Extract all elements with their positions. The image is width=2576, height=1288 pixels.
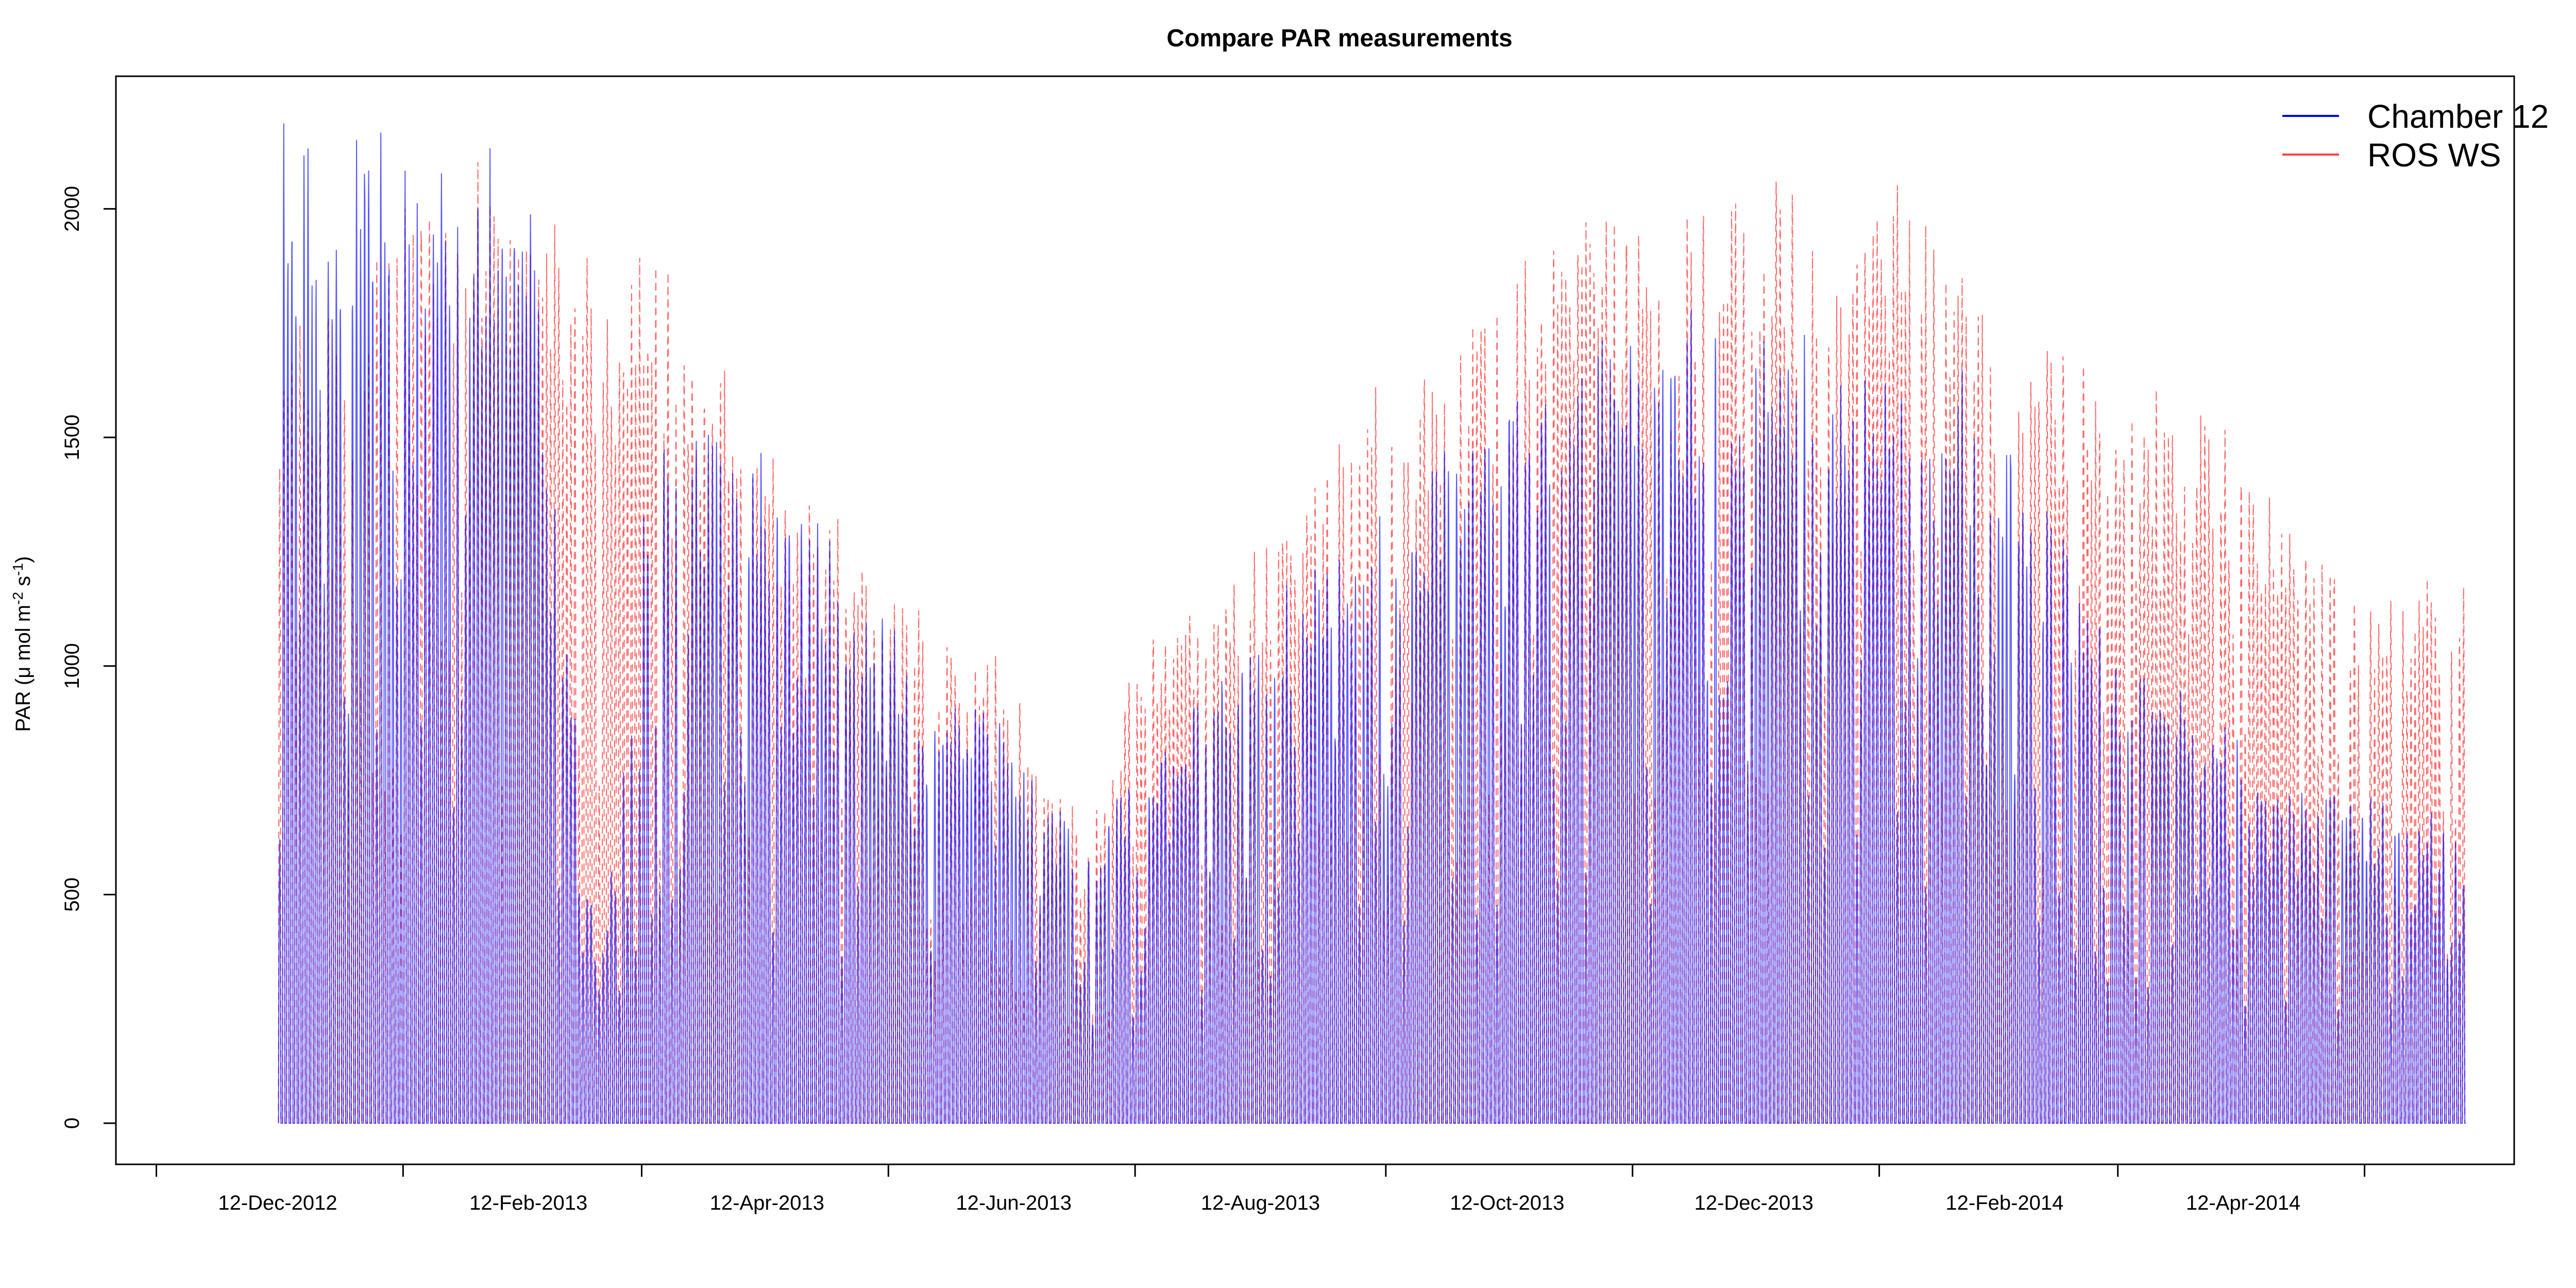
plot-frame [115,75,2515,1165]
y-axis: 0 500 1000 1500 2000 [61,186,116,1129]
x-tick-label: 12-Apr-2013 [710,1192,824,1214]
x-tick-label: 12-Oct-2013 [1450,1192,1564,1214]
y-tick-label: 500 [61,877,83,912]
x-tick-label: 12-Dec-2013 [1694,1192,1814,1214]
legend-label-chamber-12: Chamber 12 [2367,98,2549,135]
series-line-chamber-12 [278,123,2466,1124]
x-tick-label: 12-Feb-2013 [469,1192,587,1214]
x-tick-label: 12-Apr-2014 [2186,1192,2300,1214]
series-line-ros-ws [278,162,2466,1124]
y-tick-label: 0 [61,1117,83,1129]
x-tick-label: 12-Aug-2013 [1201,1192,1320,1214]
y-axis-label: PAR (μ mol m-2 s-1) [10,556,35,732]
series-layer [278,123,2466,1124]
x-tick-label: 12-Feb-2014 [1945,1192,2063,1214]
y-tick-label: 2000 [61,186,83,232]
y-tick-label: 1500 [61,415,83,461]
legend: Chamber 12 ROS WS [2282,98,2549,174]
x-axis: 12-Dec-2012 12-Feb-2013 12-Apr-2013 12-Jun-… [155,1164,2366,1214]
x-tick-label: 12-Jun-2013 [956,1192,1072,1214]
legend-label-ros-ws: ROS WS [2367,137,2501,174]
y-tick-label: 1000 [61,643,83,689]
chart-title: Compare PAR measurements [1166,25,1512,52]
x-tick-label: 12-Dec-2012 [218,1192,337,1214]
